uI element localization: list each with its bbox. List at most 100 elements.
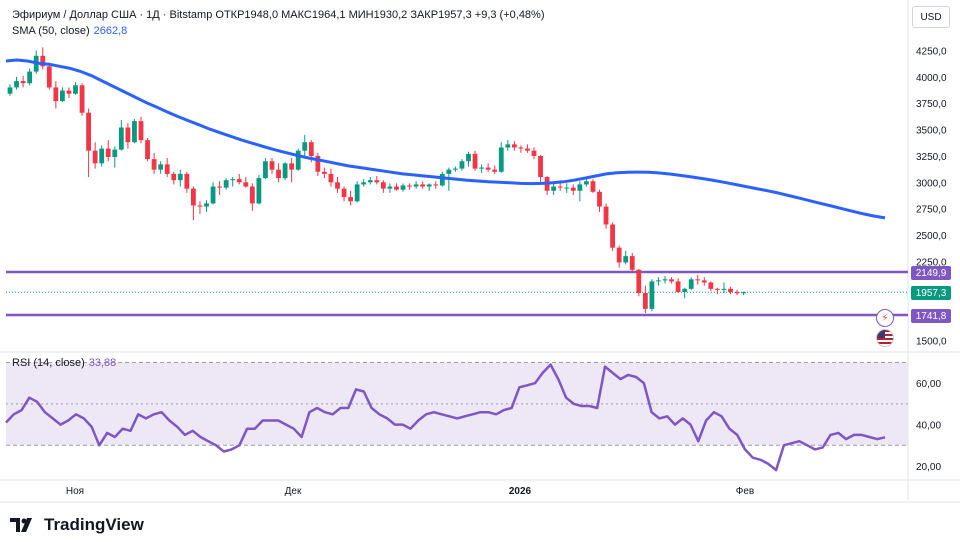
- candle-body: [40, 55, 46, 67]
- candle-body: [459, 161, 465, 169]
- change-value: +9,3 (+0,48%): [474, 9, 545, 21]
- candle-body: [164, 164, 170, 174]
- candle-body: [675, 281, 681, 292]
- candle-body: [492, 169, 498, 172]
- open-value: 1948,0: [244, 9, 279, 21]
- candle-body: [132, 121, 137, 143]
- low-label: МИН: [348, 9, 374, 21]
- sma-label: SMA (50, close): [12, 25, 90, 37]
- candle-body: [20, 81, 26, 84]
- candle-body: [269, 161, 275, 170]
- candle-body: [656, 280, 661, 282]
- candle-body: [721, 288, 727, 290]
- rsi-legend[interactable]: RSI (14, close) 33,88: [12, 357, 116, 369]
- candle-body: [112, 149, 118, 158]
- rsi-tick-label: 40,00: [916, 421, 941, 432]
- candle-body: [374, 180, 380, 183]
- tradingview-logo[interactable]: TradingView: [10, 515, 144, 535]
- rsi-line[interactable]: [5, 363, 886, 472]
- candle-body: [649, 281, 655, 309]
- candle-body: [184, 173, 190, 189]
- candle-body: [295, 150, 301, 170]
- us-flag-icon[interactable]: [876, 329, 894, 347]
- candle-body: [60, 90, 65, 102]
- candle-body: [531, 150, 537, 156]
- candle-body: [505, 144, 511, 148]
- candle-body: [734, 291, 740, 294]
- candle-body: [14, 81, 19, 88]
- lightning-icon[interactable]: ⚡: [876, 309, 894, 327]
- candle-body: [439, 173, 445, 186]
- sma-legend[interactable]: SMA (50, close) 2662,8: [12, 25, 127, 37]
- candle-body: [498, 147, 504, 172]
- candle-body: [223, 180, 229, 188]
- candle-body: [741, 292, 746, 294]
- candle-body: [256, 178, 262, 204]
- brand-name: TradingView: [44, 515, 144, 534]
- candle-body: [171, 173, 177, 181]
- symbol-title[interactable]: Эфириум / Доллар США · 1Д · Bitstamp: [12, 9, 213, 21]
- sma-line[interactable]: [5, 58, 886, 220]
- open-label: ОТКР: [215, 9, 245, 21]
- candle-body: [413, 184, 419, 187]
- time-tick-label: Дек: [285, 486, 302, 497]
- candle-body: [518, 147, 524, 149]
- candle-body: [158, 164, 164, 170]
- candle-body: [701, 280, 707, 283]
- candle-body: [118, 127, 124, 150]
- candle-body: [570, 187, 576, 191]
- candle-body: [125, 127, 131, 143]
- candle-body: [466, 153, 471, 162]
- candle-body: [557, 186, 563, 188]
- candle-body: [387, 186, 393, 189]
- candle-body: [728, 288, 733, 292]
- candle-body: [662, 279, 668, 281]
- high-value: 1964,1: [311, 9, 346, 21]
- candle-body: [249, 186, 255, 204]
- candle-body: [210, 186, 216, 204]
- candle-body: [367, 180, 373, 183]
- price-tick-label: 3250,0: [916, 152, 947, 163]
- candle-body: [230, 179, 236, 181]
- candle-body: [669, 279, 674, 282]
- upper-level-price-tag: 2149,9: [911, 266, 951, 280]
- candle-body: [66, 90, 72, 94]
- candle-body: [145, 140, 150, 160]
- candle-body: [151, 159, 157, 170]
- candle-body: [433, 184, 439, 186]
- candle-body: [682, 288, 688, 292]
- candle-body: [289, 163, 295, 170]
- candle-body: [315, 155, 321, 172]
- price-tick-label: 3750,0: [916, 99, 947, 110]
- candle-body: [236, 179, 242, 183]
- candle-body: [446, 169, 452, 174]
- candle-body: [426, 184, 432, 187]
- candle-body: [138, 121, 144, 141]
- candle-body: [197, 205, 203, 207]
- candle-body: [623, 256, 629, 263]
- candle-body: [27, 71, 33, 84]
- candle-body: [302, 142, 308, 151]
- candle-body: [282, 163, 288, 179]
- candle-body: [308, 142, 314, 156]
- candle-body: [322, 171, 327, 174]
- price-tick-label: 2750,0: [916, 205, 947, 216]
- candle-body: [191, 188, 196, 206]
- candle-body: [407, 185, 412, 187]
- sma-value: 2662,8: [93, 25, 128, 37]
- rsi-tick-label: 60,00: [916, 379, 941, 390]
- candle-body: [511, 144, 517, 148]
- low-value: 1930,2: [373, 9, 408, 21]
- price-tick-label: 2250,0: [916, 257, 947, 268]
- price-tick-label: 3000,0: [916, 178, 947, 189]
- last-price-tag: 1957,3: [911, 286, 951, 300]
- currency-button[interactable]: USD: [912, 6, 950, 28]
- candle-body: [453, 168, 458, 170]
- candle-body: [354, 184, 360, 202]
- candle-body: [73, 85, 78, 94]
- candle-body: [105, 148, 111, 158]
- candle-body: [348, 197, 353, 202]
- price-tick-label: 4250,0: [916, 47, 947, 58]
- candle-body: [616, 247, 622, 263]
